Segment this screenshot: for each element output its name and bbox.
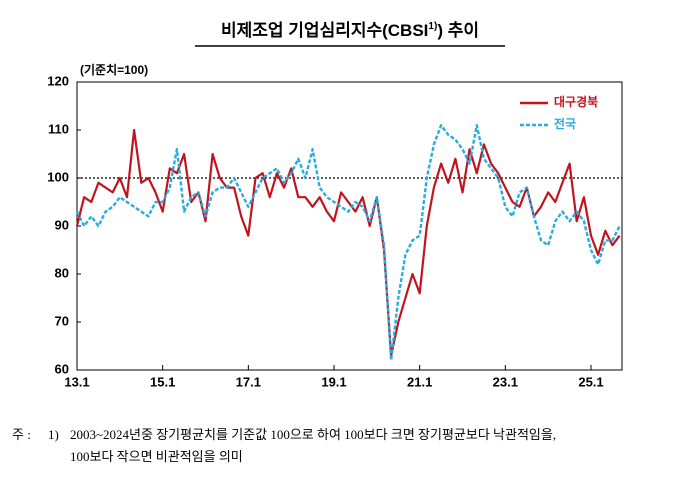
y-tick-label: 100 — [47, 169, 69, 184]
x-tick-label: 25.1 — [578, 374, 603, 389]
y-unit-label: (기준치=100) — [80, 62, 148, 77]
chart-title: 비제조업 기업심리지수(CBSI1)) 추이 — [221, 21, 479, 41]
y-tick-label: 90 — [55, 217, 69, 232]
footnote-line: 2003~2024년중 장기평균치를 기준값 100으로 하여 100보다 크면… — [70, 427, 556, 442]
x-tick-label: 21.1 — [407, 374, 432, 389]
x-tick-label: 19.1 — [321, 374, 346, 389]
title-main: 비제조업 기업심리지수(CBSI — [221, 21, 428, 40]
legend-label: 전국 — [554, 116, 576, 131]
legend-label: 대구경북 — [554, 95, 598, 109]
y-tick-label: 70 — [55, 313, 69, 328]
y-tick-label: 80 — [55, 265, 69, 280]
x-tick-label: 17.1 — [236, 374, 261, 389]
x-tick-label: 13.1 — [64, 374, 89, 389]
footnote-marker: 주 : — [12, 427, 31, 442]
title-sup: 1) — [428, 21, 437, 32]
footnote-line: 100보다 작으면 비관적임을 의미 — [70, 449, 243, 464]
y-tick-label: 110 — [48, 121, 69, 136]
x-tick-label: 15.1 — [150, 374, 175, 389]
series-line — [75, 128, 621, 357]
title-tail: ) 추이 — [437, 21, 479, 40]
y-tick-label: 120 — [47, 73, 69, 88]
x-tick-label: 23.1 — [493, 374, 518, 389]
y-tick-label: 60 — [55, 361, 69, 376]
series-line — [75, 124, 621, 362]
footnote-num: 1) — [48, 427, 59, 442]
